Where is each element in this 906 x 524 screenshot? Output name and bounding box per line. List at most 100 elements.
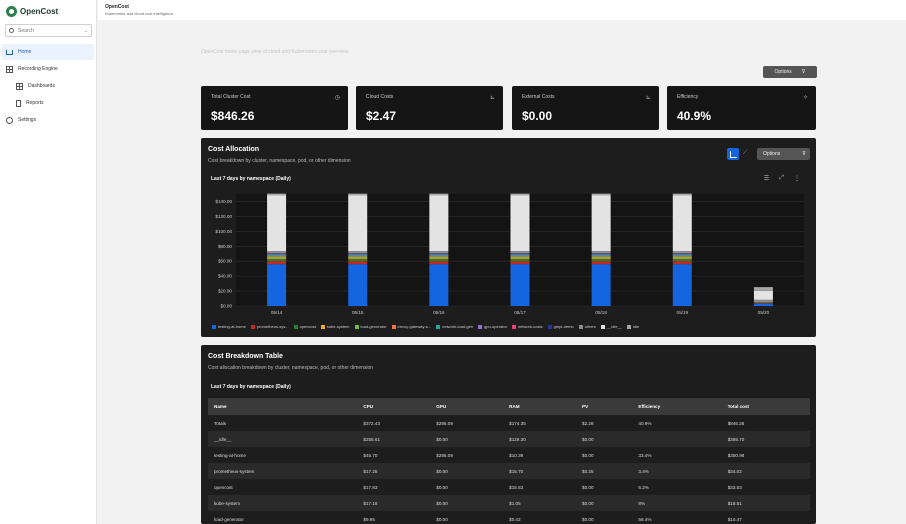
chart-bar-segment[interactable]	[510, 258, 530, 262]
chart-bar-segment[interactable]	[510, 254, 530, 255]
metric-card-efficiency[interactable]: Efficiency ✧ 40.9%	[667, 86, 816, 130]
legend-item[interactable]: kube-system	[320, 324, 350, 329]
chart-bar-segment[interactable]	[591, 261, 611, 265]
sidebar-item-reports[interactable]: Reports	[2, 95, 94, 111]
legend-item[interactable]: envoy-gateway-s...	[391, 324, 431, 329]
chart-bar-segment[interactable]	[591, 195, 611, 252]
table-row[interactable]: testing-at-home $45.70 $295.09 $10.39 $0.00 3…	[208, 447, 810, 463]
more-icon[interactable]: ⋮	[794, 176, 800, 182]
column-header[interactable]: CPU	[357, 398, 431, 415]
chart-bar-segment[interactable]	[510, 261, 530, 265]
chart-bar-segment[interactable]	[591, 251, 611, 254]
chart-bar-segment[interactable]	[591, 258, 611, 262]
column-header[interactable]: Efficiency	[632, 398, 722, 415]
chart-bar-segment[interactable]	[753, 303, 773, 306]
chart-bar-segment[interactable]	[510, 193, 530, 196]
chart-bar-segment[interactable]	[429, 261, 449, 265]
chart-bar-segment[interactable]	[348, 255, 368, 257]
chart-bar-segment[interactable]	[348, 258, 368, 262]
column-header[interactable]: GPU	[430, 398, 504, 415]
chart-bar-segment[interactable]	[753, 287, 773, 291]
chart-bar-segment[interactable]	[510, 258, 530, 259]
chart-bar-segment[interactable]	[348, 254, 368, 256]
metric-card-total-cluster-cost[interactable]: Total Cluster Cost ◷ $846.26	[201, 86, 348, 130]
chart-bar-segment[interactable]	[348, 264, 368, 306]
chart-bar-segment[interactable]	[348, 256, 368, 259]
chart-bar-segment[interactable]	[591, 258, 611, 259]
legend-item[interactable]: network-load-gen	[436, 324, 473, 329]
column-header[interactable]: RAM	[503, 398, 577, 415]
options-button[interactable]: Options ⊽	[763, 66, 817, 78]
column-header[interactable]: PV	[576, 398, 633, 415]
column-header[interactable]: Total cost	[721, 398, 810, 415]
chart-bar-segment[interactable]	[672, 193, 692, 196]
table-row[interactable]: opencost $17.83 $0.00 $15.53 $0.00 6.2% $33.53	[208, 479, 810, 495]
chart-bar-segment[interactable]	[348, 258, 368, 259]
chart-bar-segment[interactable]	[267, 256, 287, 259]
menu-icon[interactable]: ☰	[763, 176, 770, 182]
legend-item[interactable]: opencost	[293, 324, 316, 329]
legend-item[interactable]: __idle__	[600, 324, 622, 329]
chart-bar-segment[interactable]	[672, 258, 692, 259]
chart-bar-segment[interactable]	[429, 258, 449, 262]
chart-bar-segment[interactable]	[429, 193, 449, 196]
chart-bar-segment[interactable]	[429, 255, 449, 257]
legend-item[interactable]: prometheus-sys...	[250, 324, 289, 329]
chart-bar-segment[interactable]	[510, 195, 530, 252]
bar-chart-toggle-icon[interactable]	[727, 148, 739, 160]
legend-item[interactable]: testing-at-home	[212, 324, 246, 329]
table-row[interactable]: kube-system $17.18 $0.00 $1.05 $0.00 8% $18.51	[208, 495, 810, 511]
chart-bar-segment[interactable]	[672, 261, 692, 265]
chart-bar-segment[interactable]	[348, 261, 368, 265]
chart-bar-segment[interactable]	[429, 258, 449, 259]
chart-bar-segment[interactable]	[591, 254, 611, 256]
table-row[interactable]: __idle__ $255.61 $0.00 $129.30 $0.00 $385.70	[208, 431, 810, 447]
chart-bar-segment[interactable]	[753, 290, 773, 300]
chart-bar-segment[interactable]	[510, 264, 530, 306]
chart-bar-segment[interactable]	[267, 255, 287, 257]
table-row[interactable]: load-generator $9.95 $0.00 $0.42 $0.00 58.4% $…	[208, 511, 810, 524]
chart-bar-segment[interactable]	[267, 261, 287, 265]
chart-bar-segment[interactable]	[510, 256, 530, 259]
chart-bar-segment[interactable]	[672, 254, 692, 255]
sidebar-item-home[interactable]: Home	[2, 44, 94, 60]
chart-bar-segment[interactable]	[348, 193, 368, 196]
chart-bar-segment[interactable]	[267, 195, 287, 252]
chart-bar-segment[interactable]	[591, 256, 611, 259]
chart-bar-segment[interactable]	[591, 264, 611, 306]
chart-bar-segment[interactable]	[267, 251, 287, 254]
chart-bar-segment[interactable]	[510, 255, 530, 257]
chart-bar-segment[interactable]	[429, 254, 449, 256]
chart-bar-segment[interactable]	[267, 258, 287, 259]
chart-bar-segment[interactable]	[672, 251, 692, 254]
chart-bar-segment[interactable]	[672, 258, 692, 262]
chart-bar-segment[interactable]	[429, 195, 449, 252]
line-chart-toggle-icon[interactable]: ⟋	[743, 150, 748, 156]
options-button[interactable]: Options ⊽	[757, 148, 810, 160]
sidebar-item-recording-engine[interactable]: Recording Engine	[2, 61, 94, 77]
legend-item[interactable]: others	[578, 324, 596, 329]
chart-bar-segment[interactable]	[348, 254, 368, 255]
chart-bar-segment[interactable]	[429, 254, 449, 255]
logo[interactable]: OpenCost	[6, 6, 58, 17]
chart-bar-segment[interactable]	[672, 195, 692, 252]
legend-item[interactable]: network-costs	[511, 324, 543, 329]
chart-bar-segment[interactable]	[672, 254, 692, 256]
sidebar-item-dashboards[interactable]: Dashboards	[2, 78, 94, 94]
table-row[interactable]: prometheus-system $17.25 $0.00 $15.70 $0.25 3…	[208, 463, 810, 479]
column-header[interactable]: Name	[208, 398, 358, 415]
chart-bar-segment[interactable]	[672, 255, 692, 257]
chart-bar-segment[interactable]	[429, 264, 449, 306]
chart-bar-segment[interactable]	[672, 256, 692, 259]
chart-bar-segment[interactable]	[510, 254, 530, 256]
legend-item[interactable]: gmpl-demo	[547, 324, 574, 329]
chart-bar-segment[interactable]	[348, 195, 368, 252]
sidebar-item-settings[interactable]: Settings	[2, 112, 94, 128]
chart-bar-segment[interactable]	[429, 256, 449, 259]
chart-bar-segment[interactable]	[429, 251, 449, 254]
chart-bar-segment[interactable]	[348, 251, 368, 254]
chart-bar-segment[interactable]	[591, 193, 611, 196]
chart-bar-segment[interactable]	[510, 251, 530, 254]
chart-bar-segment[interactable]	[267, 254, 287, 256]
legend-item[interactable]: gpu-operator	[478, 324, 507, 329]
